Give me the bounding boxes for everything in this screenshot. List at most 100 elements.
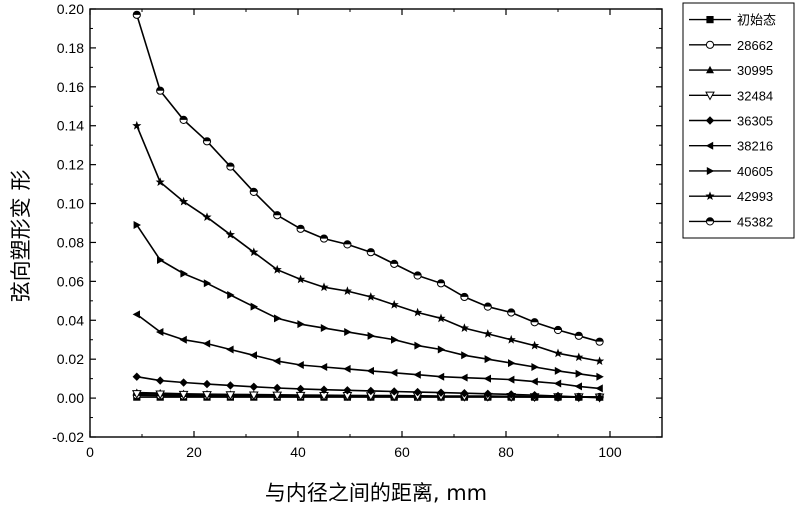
series-point [436,313,446,323]
series-point [507,308,516,317]
series-point-fill [531,318,539,323]
series-point [273,211,282,220]
legend-label: 38216 [737,139,773,154]
series-point [554,366,563,375]
series-line [136,313,600,390]
legend-label: 45382 [737,214,773,229]
y-tick-label: 0.20 [57,1,84,17]
legend-label: 30995 [737,63,773,78]
series-point [413,307,423,317]
series-point [274,314,282,323]
series-point [506,334,516,344]
series-point-fill [414,271,422,276]
series-point-fill [460,293,468,297]
series-point-fill [226,162,234,167]
series-point [296,361,304,370]
series-point [366,386,375,396]
series-point [202,391,212,401]
series-point [574,352,584,362]
series-point [179,378,188,387]
series-point [131,390,142,400]
series-point [460,389,469,398]
series-point-fill [554,326,562,330]
series-point [132,372,141,381]
series-point [413,387,422,397]
series-point-fill [133,11,141,15]
series-point [319,385,329,394]
series-point [595,337,604,346]
series-point-fill [367,248,375,253]
series-point [436,388,446,397]
series-point [343,364,351,373]
legend-marker [705,141,714,150]
series-point [483,302,492,311]
y-tick-label: 0.14 [57,118,84,134]
series-point [575,369,583,378]
series-point [436,279,446,288]
series-point [390,259,399,268]
series-point [507,390,516,399]
series-point [389,299,399,309]
series-point [227,290,235,299]
legend-entry: 30995 [689,63,773,78]
series-8 [132,10,604,346]
series-point [367,331,375,340]
series-point-fill [273,211,281,216]
y-tick-label: 0.10 [57,196,84,212]
legend-marker [705,191,715,201]
series-point [343,240,352,249]
legend-label: 32484 [737,88,773,103]
series-point [319,282,329,292]
series-point [553,391,563,401]
series-point [296,384,305,394]
legend-label: 40605 [737,164,773,179]
series-point [390,368,398,377]
series-line [136,125,600,362]
series-point [366,292,376,301]
legend-label: 初始态 [737,13,776,28]
legend-entry: 40605 [689,164,773,179]
series-point [225,391,236,401]
series-point [553,325,563,335]
series-point [483,374,491,383]
legend-label: 42993 [737,189,773,204]
series-point [249,382,258,392]
series-point [530,390,539,400]
series-point [178,390,189,400]
series-point [320,324,329,333]
legend-label: 28662 [737,38,773,53]
series-point [342,286,352,295]
series-point [413,370,421,379]
series-point [460,373,468,382]
series-4 [132,372,604,402]
series-point [297,320,305,329]
series-7 [132,120,605,366]
series-point [202,339,211,348]
series-point [574,382,582,391]
series-point [226,162,235,171]
series-point [273,383,282,393]
x-axis-title: 与内径之间的距离, mm [265,481,487,505]
series-point [366,248,375,257]
series-point [413,271,422,280]
series-6 [133,220,604,381]
series-point [574,392,583,402]
series-point-fill [507,308,515,313]
tick-labels: 0 20 40 60 80 100 -0.02 0.00 0.02 0.04 0.06 0.08 0.1… [52,1,622,460]
series-point-fill [250,188,258,192]
legend-entry: 45382 [689,214,773,229]
axes [89,8,663,438]
series-point [483,329,493,338]
y-tick-label: 0.04 [57,312,84,328]
series-point-fill [343,240,351,245]
x-tick-label: 100 [598,444,622,460]
series-line [136,14,600,343]
legend-marker [705,217,715,226]
legend-marker [706,16,714,24]
legend-marker [705,116,715,125]
y-tick-label: 0.02 [57,351,84,367]
series-line [136,224,600,378]
series-point [203,279,212,288]
series-point [460,292,469,302]
